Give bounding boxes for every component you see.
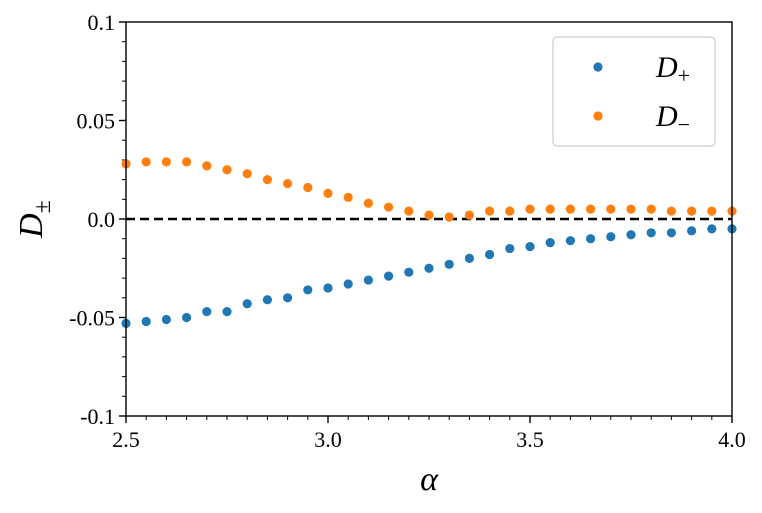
series-0-point	[626, 230, 636, 240]
series-0-point	[161, 314, 171, 325]
series-0-point	[262, 295, 272, 305]
series-0-point	[182, 312, 192, 323]
series-1-point	[161, 157, 171, 167]
series-1-point	[505, 206, 515, 216]
x-tick-label: 3.5	[516, 427, 544, 452]
series-0-point	[242, 299, 252, 309]
x-tick-label: 4.0	[718, 427, 746, 452]
series-1-point	[606, 204, 616, 214]
series-0-point	[707, 224, 717, 234]
series-1-point	[363, 198, 373, 208]
series-0-point	[363, 275, 373, 285]
series-0-point	[323, 283, 333, 293]
legend-box	[552, 36, 716, 147]
y-axis-label: D±	[13, 200, 56, 239]
series-0-point	[565, 236, 576, 246]
x-tick-label: 2.5	[112, 427, 140, 452]
series-1-point	[303, 182, 313, 193]
series-1-point	[283, 178, 293, 189]
series-1-point	[182, 157, 192, 167]
series-0-point	[141, 316, 151, 327]
series-1-point	[323, 188, 333, 198]
series-0-point	[586, 234, 596, 244]
series-1-point	[242, 169, 252, 179]
series-0-point	[202, 306, 212, 317]
series-0-point	[444, 259, 454, 269]
legend-marker	[593, 62, 603, 72]
series-0-point	[303, 285, 313, 295]
series-0-point	[687, 226, 697, 236]
series-0-point	[485, 249, 495, 260]
series-1-point	[687, 206, 697, 216]
series-0-point	[525, 241, 535, 252]
series-0-point	[545, 238, 555, 248]
plot-frame	[125, 21, 733, 417]
series-1-point	[404, 206, 414, 216]
legend-label: D−	[655, 100, 690, 137]
series-0-point	[343, 279, 353, 289]
x-tick-label: 3.0	[314, 427, 342, 452]
series-1-point	[222, 165, 232, 175]
series-0-point	[646, 228, 656, 238]
series-1-point	[202, 161, 212, 171]
y-tick-label: 0.1	[88, 10, 116, 35]
series-1-point	[586, 204, 596, 214]
series-1-point	[707, 206, 717, 216]
series-1-point	[464, 210, 474, 220]
series-1-point	[485, 206, 495, 216]
legend: D+ D−	[552, 36, 716, 147]
series-1-point	[545, 204, 555, 214]
legend-marker	[593, 111, 603, 121]
series-0-point	[464, 253, 474, 263]
series-1-point	[384, 202, 394, 212]
y-tick-label: 0.05	[77, 109, 116, 134]
series-1-point	[141, 157, 151, 167]
y-tick-label: 0.0	[88, 207, 116, 232]
series-1-point	[424, 210, 434, 220]
y-tick-label: -0.05	[69, 306, 115, 331]
series-0-point	[404, 267, 414, 277]
series-1-point	[666, 206, 677, 216]
series-0-point	[606, 232, 616, 242]
series-0-point	[283, 293, 293, 303]
series-1-point	[262, 175, 272, 185]
series-1-point	[626, 204, 636, 214]
ticks-layer: 2.5 3.0 3.5 4.0 0.1 0.05 0.0 -0.05 -0.1	[69, 10, 746, 452]
points-layer	[121, 157, 737, 329]
x-axis-label: α	[420, 461, 439, 498]
series-1-point	[525, 204, 535, 214]
series-0-point	[666, 228, 677, 238]
series-1-point	[646, 204, 656, 214]
series-1-point	[343, 192, 353, 202]
series-1-point	[444, 212, 454, 222]
y-tick-label: -0.1	[80, 404, 115, 429]
series-1-point	[565, 204, 576, 214]
legend-label: D+	[655, 51, 690, 88]
series-0-point	[222, 306, 232, 317]
series-0-point	[384, 271, 394, 281]
series-0-point	[505, 243, 515, 254]
series-0-point	[424, 263, 434, 273]
